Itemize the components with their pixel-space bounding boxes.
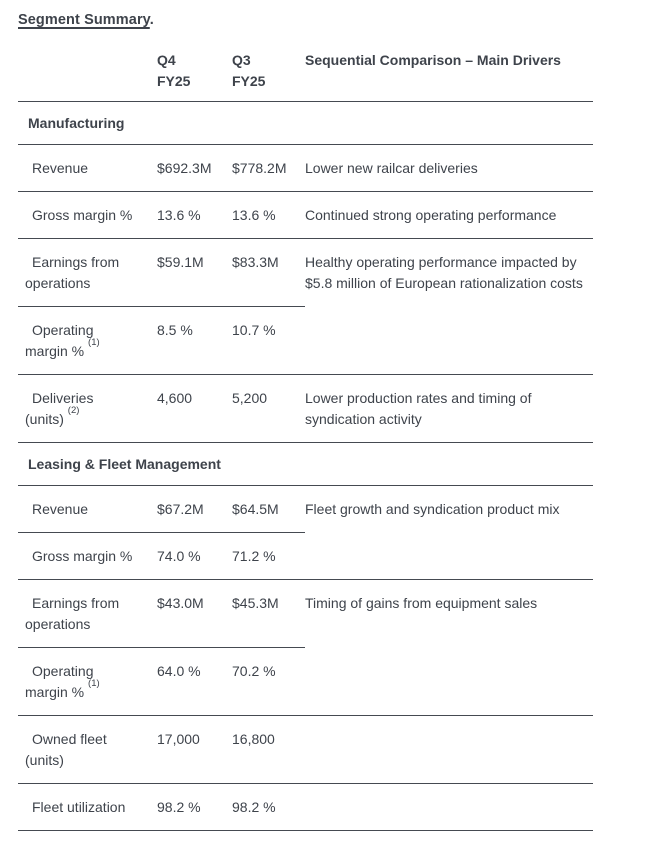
table-row: Gross margin % 13.6 % 13.6 % Continued stro… (18, 191, 593, 239)
value-q4: $43.0M (157, 579, 232, 648)
header-q4: Q4 FY25 (157, 50, 232, 102)
value-q4: 13.6 % (157, 191, 232, 239)
table-row: Operating margin % (1) 64.0 % 70.2 % (18, 647, 593, 716)
row-label: Operating margin % (1) (18, 647, 157, 716)
page-title: Segment Summary. (18, 11, 653, 30)
table-row: Deliveries (units) (2) 4,600 5,200 Lower pro… (18, 374, 593, 443)
row-label: Deliveries (units) (2) (18, 374, 157, 443)
summary-table-body: Manufacturing Revenue $692.3M $778.2M Lower … (18, 101, 593, 831)
table-header-row: Q4 FY25 Q3 FY25 Sequential Comparison – Ma… (18, 50, 593, 102)
table-row: Revenue $692.3M $778.2M Lower new railcar d… (18, 144, 593, 192)
value-q3: 16,800 (232, 715, 305, 784)
table-row: Operating margin % (1) 8.5 % 10.7 % (18, 306, 593, 375)
row-label: Owned fleet (units) (18, 715, 157, 784)
driver-text: Lower production rates and timing of syn… (305, 374, 593, 443)
value-q3: 71.2 % (232, 532, 305, 580)
driver-text: Healthy operating performance impacted b… (305, 238, 593, 375)
footnote-marker: (1) (88, 337, 100, 349)
value-q3: $83.3M (232, 238, 305, 307)
header-drivers: Sequential Comparison – Main Drivers (305, 50, 593, 102)
value-q3: 10.7 % (232, 306, 305, 375)
value-q3: 5,200 (232, 374, 305, 443)
value-q4: $59.1M (157, 238, 232, 307)
value-q4: $67.2M (157, 485, 232, 533)
header-q4-line1: Q4 (157, 52, 176, 68)
driver-text (305, 715, 593, 784)
table-row: Earnings from operations $43.0M $45.3M Timin… (18, 579, 593, 716)
value-q3: $45.3M (232, 579, 305, 648)
page-title-text: Segment Summary (18, 12, 150, 28)
header-empty-cell (18, 50, 157, 102)
value-q4: 17,000 (157, 715, 232, 784)
driver-text: Fleet growth and syndication product mix (305, 485, 593, 580)
row-label: Gross margin % (18, 191, 157, 239)
document-page: Segment Summary. Q4 FY25 Q3 FY25 Sequentia… (18, 11, 653, 831)
table-row: Owned fleet (units) 17,000 16,800 (18, 715, 593, 784)
segment-summary-table: Q4 FY25 Q3 FY25 Sequential Comparison – Ma… (18, 50, 593, 831)
row-label: Earnings from operations (18, 238, 157, 307)
driver-text: Continued strong operating performance (305, 191, 593, 239)
driver-text (305, 783, 593, 831)
value-q4: $692.3M (157, 144, 232, 192)
value-q3: 13.6 % (232, 191, 305, 239)
section-header: Manufacturing (18, 101, 593, 145)
value-q3: 98.2 % (232, 783, 305, 831)
driver-text: Timing of gains from equipment sales (305, 579, 593, 716)
value-q4: 98.2 % (157, 783, 232, 831)
header-q4-line2: FY25 (157, 73, 191, 89)
value-q4: 74.0 % (157, 532, 232, 580)
value-q3: 70.2 % (232, 647, 305, 716)
value-q4: 4,600 (157, 374, 232, 443)
header-q3: Q3 FY25 (232, 50, 305, 102)
row-label: Revenue (18, 485, 157, 533)
section-row: Leasing & Fleet Management (18, 442, 593, 486)
row-label: Earnings from operations (18, 579, 157, 648)
header-q3-line2: FY25 (232, 73, 266, 89)
row-label: Fleet utilization (18, 783, 157, 831)
table-row: Earnings from operations $59.1M $83.3M Healt… (18, 238, 593, 375)
driver-text: Lower new railcar deliveries (305, 144, 593, 192)
footnote-marker: (2) (67, 405, 80, 417)
section-row: Manufacturing (18, 101, 593, 145)
value-q4: 8.5 % (157, 306, 232, 375)
footnote-marker: (1) (88, 678, 100, 690)
table-row: Gross margin % 74.0 % 71.2 % (18, 532, 593, 580)
row-label: Revenue (18, 144, 157, 192)
value-q4: 64.0 % (157, 647, 232, 716)
table-row: Revenue $67.2M $64.5M Fleet growth and synd… (18, 485, 593, 580)
value-q3: $64.5M (232, 485, 305, 533)
section-header: Leasing & Fleet Management (18, 442, 593, 486)
page-title-period: . (149, 12, 154, 28)
value-q3: $778.2M (232, 144, 305, 192)
table-row: Fleet utilization 98.2 % 98.2 % (18, 783, 593, 831)
row-label: Operating margin % (1) (18, 306, 157, 375)
header-q3-line1: Q3 (232, 52, 251, 68)
row-label: Gross margin % (18, 532, 157, 580)
